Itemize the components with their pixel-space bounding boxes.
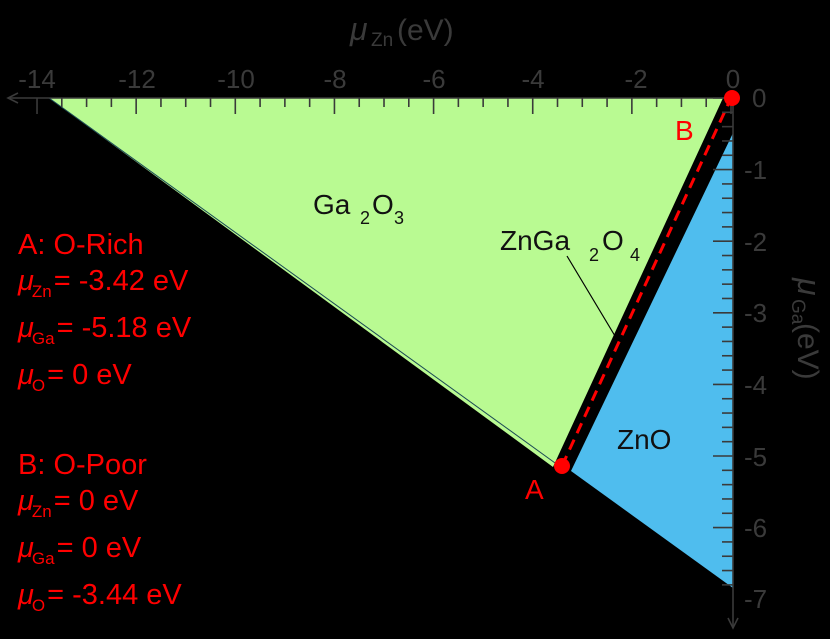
ab-dashed-line <box>560 97 733 467</box>
ga2o3-lower-edge <box>48 97 563 469</box>
legend-a-mu-o: μO= 0 eV <box>18 359 132 395</box>
svg-text:-3: -3 <box>744 298 767 328</box>
svg-text:-7: -7 <box>744 584 767 614</box>
point-a-marker <box>554 458 570 474</box>
znga2o4-leader-line <box>566 255 616 337</box>
svg-text:O: O <box>372 189 394 220</box>
y-axis <box>713 97 739 630</box>
svg-text:-12: -12 <box>118 64 156 94</box>
svg-text:-2: -2 <box>624 64 647 94</box>
svg-text:-8: -8 <box>323 64 346 94</box>
svg-text:Zn: Zn <box>371 30 393 51</box>
svg-text:Ga: Ga <box>787 299 808 325</box>
label-znga2o4: ZnGa 2 O 4 <box>500 225 640 265</box>
label-ga2o3: Ga 2 O 3 <box>313 189 404 228</box>
x-axis-title: μ Zn (eV) <box>349 11 454 51</box>
svg-text:4: 4 <box>630 245 640 265</box>
legend-a-mu-zn: μZn= -3.42 eV <box>18 265 189 301</box>
point-b-marker <box>724 90 740 106</box>
svg-text:ZnGa: ZnGa <box>500 225 570 256</box>
svg-text:Ga: Ga <box>313 189 351 220</box>
legend-b-title: B: O-Poor <box>18 449 147 481</box>
svg-text:(eV): (eV) <box>791 323 824 380</box>
svg-text:-10: -10 <box>217 64 255 94</box>
svg-text:-2: -2 <box>744 227 767 257</box>
region-ga2o3 <box>49 98 723 467</box>
svg-text:2: 2 <box>360 208 370 228</box>
svg-text:-4: -4 <box>744 370 767 400</box>
svg-text:-4: -4 <box>521 64 544 94</box>
legend-a-mu-ga: μGa= -5.18 eV <box>18 312 192 348</box>
point-b-label: B <box>675 115 694 146</box>
legend-o-poor: B: O-Poor μZn= 0 eV μGa= 0 eV μO= -3.44 … <box>18 447 182 624</box>
legend-b-mu-ga: μGa= 0 eV <box>18 532 142 568</box>
svg-text:2: 2 <box>589 245 599 265</box>
svg-text:μ: μ <box>349 11 368 47</box>
y-axis-title: μ Ga (eV) <box>787 277 827 380</box>
label-zno: ZnO <box>617 424 671 455</box>
point-a-label: A <box>525 474 544 505</box>
svg-text:μ: μ <box>791 277 827 296</box>
svg-text:-1: -1 <box>744 155 767 185</box>
legend-b-mu-zn: μZn= 0 eV <box>18 485 139 521</box>
legend-o-rich: A: O-Rich μZn= -3.42 eV μGa= -5.18 eV μO… <box>18 227 191 404</box>
svg-text:-14: -14 <box>18 64 56 94</box>
x-axis <box>6 92 732 114</box>
svg-text:-5: -5 <box>744 442 767 472</box>
svg-text:-6: -6 <box>422 64 445 94</box>
svg-text:3: 3 <box>394 208 404 228</box>
region-zno <box>571 133 733 588</box>
svg-text:(eV): (eV) <box>397 14 454 47</box>
svg-text:O: O <box>602 225 624 256</box>
legend-a-title: A: O-Rich <box>18 229 144 261</box>
legend-b-mu-o: μO= -3.44 eV <box>18 579 182 615</box>
svg-text:-6: -6 <box>744 513 767 543</box>
svg-text:0: 0 <box>752 83 766 113</box>
x-tick-labels: -14 -12 -10 -8 -6 -4 -2 0 <box>18 64 740 94</box>
svg-text:0: 0 <box>726 64 740 94</box>
y-tick-labels: 0 -1 -2 -3 -4 -5 -6 -7 <box>744 83 767 614</box>
